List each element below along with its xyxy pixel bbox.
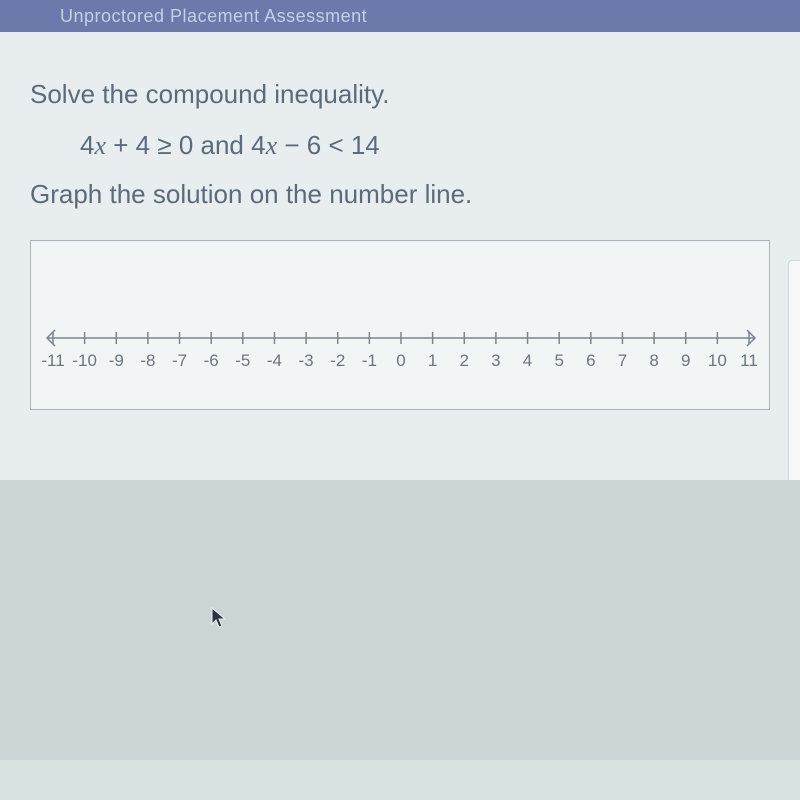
svg-text:-2: -2 (330, 351, 345, 370)
svg-text:1: 1 (428, 351, 437, 370)
svg-text:7: 7 (618, 351, 627, 370)
svg-text:-3: -3 (299, 351, 314, 370)
svg-text:3: 3 (491, 351, 500, 370)
graph-instruction: Graph the solution on the number line. (30, 179, 770, 210)
ineq-var-1: x (94, 131, 106, 160)
svg-text:9: 9 (681, 351, 690, 370)
ineq-part-3: − 6 < 14 (277, 130, 380, 160)
svg-text:-11: -11 (41, 351, 64, 370)
question-content: Solve the compound inequality. 4x + 4 ≥ … (0, 32, 800, 480)
svg-text:4: 4 (523, 351, 532, 370)
svg-text:11: 11 (740, 351, 758, 370)
ineq-part-1: 4 (80, 130, 94, 160)
svg-text:-4: -4 (267, 351, 282, 370)
svg-text:6: 6 (586, 351, 595, 370)
svg-text:10: 10 (708, 351, 727, 370)
question-intro: Solve the compound inequality. (30, 72, 770, 116)
app-header: Unproctored Placement Assessment (0, 0, 800, 32)
ineq-var-2: x (266, 131, 278, 160)
bottom-blank-area (0, 480, 800, 760)
mouse-cursor-icon (210, 606, 230, 630)
svg-text:-8: -8 (140, 351, 155, 370)
svg-text:-9: -9 (109, 351, 124, 370)
svg-text:-5: -5 (235, 351, 250, 370)
number-line-container[interactable]: -11-10-9-8-7-6-5-4-3-2-101234567891011 (30, 240, 770, 410)
svg-text:-6: -6 (204, 351, 219, 370)
side-panel-edge (788, 260, 800, 500)
svg-text:-1: -1 (362, 351, 377, 370)
svg-text:8: 8 (649, 351, 658, 370)
svg-text:2: 2 (460, 351, 469, 370)
svg-text:-7: -7 (172, 351, 187, 370)
ineq-part-2: + 4 ≥ 0 and 4 (106, 130, 266, 160)
svg-text:5: 5 (554, 351, 563, 370)
svg-text:-10: -10 (72, 351, 97, 370)
svg-text:0: 0 (396, 351, 405, 370)
inequality-expression: 4x + 4 ≥ 0 and 4x − 6 < 14 (30, 130, 770, 161)
number-line-svg[interactable]: -11-10-9-8-7-6-5-4-3-2-101234567891011 (41, 326, 761, 396)
header-title: Unproctored Placement Assessment (60, 6, 367, 27)
